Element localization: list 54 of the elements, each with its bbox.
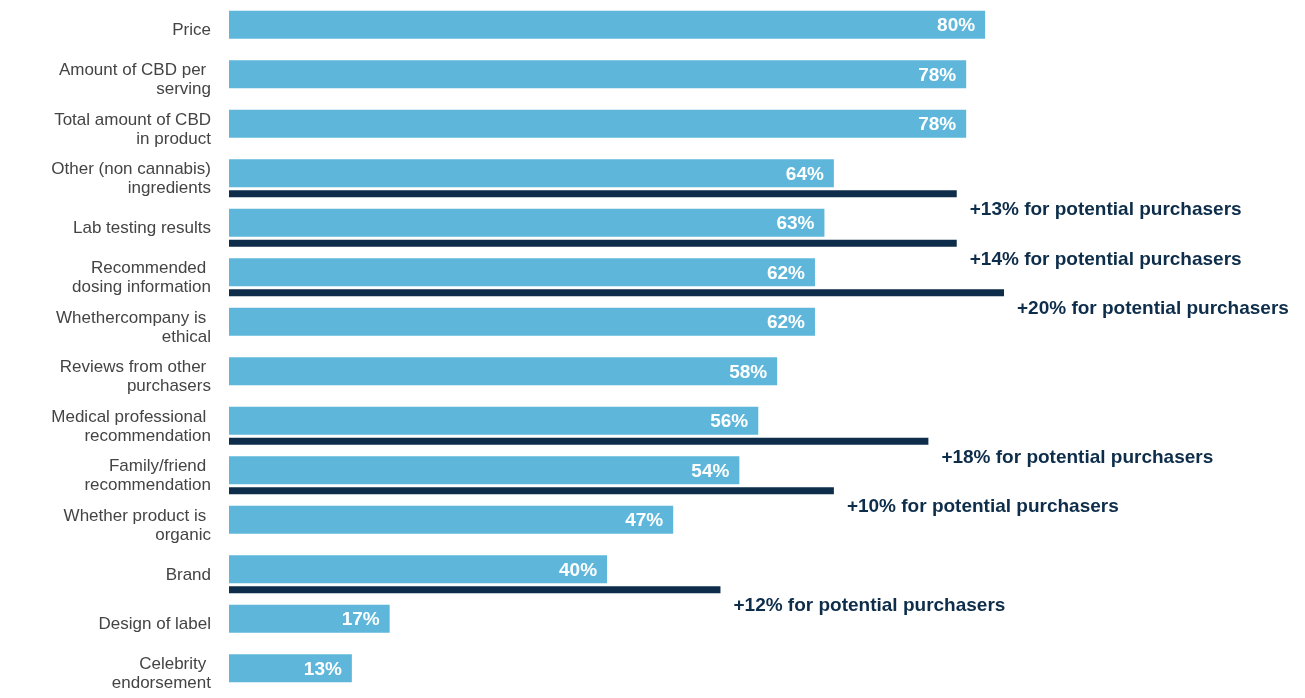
- y-tick-label: Lab testing results: [73, 218, 211, 238]
- y-tick-label: Price: [172, 20, 211, 40]
- data-label: 56%: [710, 410, 749, 432]
- y-tick-label: Family/friend recommendation: [84, 456, 211, 495]
- bar: [229, 109, 967, 138]
- bar: [229, 357, 778, 386]
- bar: [229, 406, 759, 435]
- y-tick-label: Brand: [165, 564, 211, 584]
- bar: [229, 239, 957, 247]
- data-label: 13%: [303, 657, 342, 679]
- data-label: 62%: [766, 311, 806, 333]
- data-label: 58%: [729, 360, 768, 382]
- bar: [229, 654, 352, 683]
- y-tick-label: Celebrity endorsement: [111, 654, 212, 693]
- bar: [229, 60, 967, 89]
- data-label: 64%: [785, 162, 824, 184]
- data-label: 62%: [766, 261, 806, 283]
- bar: [229, 289, 1004, 297]
- bar: [229, 487, 834, 495]
- data-label: 47%: [625, 509, 664, 531]
- annotation: +20% for potential purchasers: [1017, 297, 1289, 319]
- data-label: 17%: [341, 608, 380, 630]
- annotation: +14% for potential purchasers: [969, 247, 1242, 269]
- annotation: +10% for potential purchasers: [846, 495, 1119, 517]
- bar: [229, 208, 825, 237]
- annotation: +18% for potential purchasers: [941, 445, 1214, 467]
- data-label: 40%: [559, 558, 598, 580]
- bar: [229, 555, 608, 584]
- bar: [229, 505, 674, 534]
- bar: [229, 10, 986, 39]
- y-tick-label: Medical professional recommendation: [51, 406, 211, 445]
- y-tick-label: Design of label: [98, 614, 211, 634]
- data-label: 63%: [776, 212, 815, 234]
- y-tick-label: Whether product is organic: [63, 505, 212, 544]
- bar: [229, 586, 721, 594]
- bar: [229, 437, 929, 445]
- y-tick-label: Total amount of CBD in product: [54, 109, 212, 148]
- y-tick-label: Other (non cannabis) ingredients: [51, 159, 211, 198]
- bar: [229, 159, 834, 188]
- data-label: 78%: [918, 63, 957, 85]
- y-tick-label: Whethercompany is ethical: [56, 307, 211, 346]
- data-label: 78%: [918, 113, 957, 135]
- data-label: 54%: [691, 459, 730, 481]
- y-tick-label: Reviews from other purchasers: [59, 357, 211, 396]
- bar: [229, 604, 390, 633]
- y-tick-label: Recommended dosing information: [72, 258, 211, 297]
- annotation: +13% for potential purchasers: [969, 198, 1242, 220]
- annotation: +12% for potential purchasers: [733, 594, 1006, 616]
- bar: [229, 456, 740, 485]
- y-tick-label: Amount of CBD per serving: [58, 60, 211, 99]
- bar: [229, 307, 815, 336]
- bar: [229, 258, 815, 287]
- bar: [229, 190, 957, 198]
- data-label: 80%: [937, 14, 976, 36]
